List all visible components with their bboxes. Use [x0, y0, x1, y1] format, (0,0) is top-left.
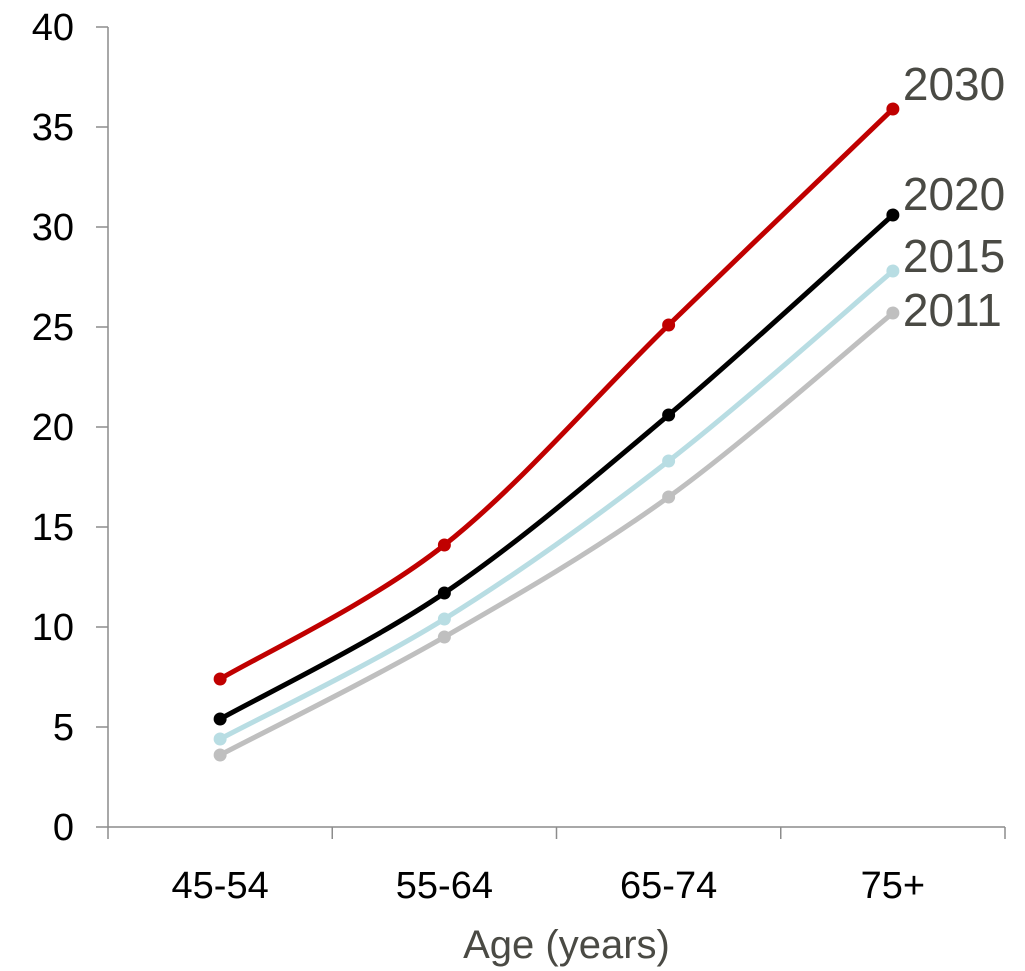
data-point-2030 — [437, 538, 451, 552]
y-tick-label: 25 — [32, 307, 74, 349]
data-point-2015 — [213, 732, 227, 746]
series-label-2030: 2030 — [903, 58, 1005, 110]
data-point-2011 — [886, 306, 900, 320]
data-point-2011 — [662, 490, 676, 504]
x-tick-label: 55-64 — [396, 865, 493, 907]
x-tick-label: 45-54 — [172, 865, 269, 907]
data-point-2015 — [662, 454, 676, 468]
series-2030 — [213, 102, 900, 686]
data-point-2030 — [662, 318, 676, 332]
y-tick-label: 10 — [32, 607, 74, 649]
data-point-2011 — [213, 748, 227, 762]
x-axis-title: Age (years) — [463, 923, 670, 967]
series-2015 — [213, 264, 900, 746]
data-point-2030 — [886, 102, 900, 116]
y-tick-label: 0 — [53, 807, 74, 849]
series-line-2015 — [217, 268, 896, 742]
x-tick-label: 65-74 — [620, 865, 717, 907]
x-tick-label: 75+ — [861, 865, 925, 907]
series-label-2015: 2015 — [903, 230, 1005, 282]
data-point-2015 — [886, 264, 900, 278]
series-line-2020 — [217, 212, 896, 722]
y-tick-label: 5 — [53, 707, 74, 749]
y-tick-label: 35 — [32, 107, 74, 149]
y-tick-label: 20 — [32, 407, 74, 449]
y-axis: 0 5 10 15 20 25 30 35 40 — [32, 7, 109, 849]
y-tick-label: 30 — [32, 207, 74, 249]
y-tick-label: 40 — [32, 7, 74, 49]
series-2020 — [213, 208, 900, 726]
data-point-2015 — [437, 612, 451, 626]
series-layer — [213, 102, 900, 762]
data-point-2020 — [662, 408, 676, 422]
data-point-2020 — [886, 208, 900, 222]
data-point-2011 — [437, 630, 451, 644]
series-line-2011 — [217, 310, 896, 758]
series-label-2020: 2020 — [903, 168, 1005, 220]
data-point-2020 — [437, 586, 451, 600]
series-line-2030 — [217, 106, 896, 682]
series-label-2011: 2011 — [903, 284, 1002, 336]
data-point-2020 — [213, 712, 227, 726]
y-tick-label: 15 — [32, 507, 74, 549]
series-2011 — [213, 306, 900, 762]
data-point-2030 — [213, 672, 227, 686]
x-axis: 45-54 55-64 65-74 75+ — [107, 826, 1006, 907]
